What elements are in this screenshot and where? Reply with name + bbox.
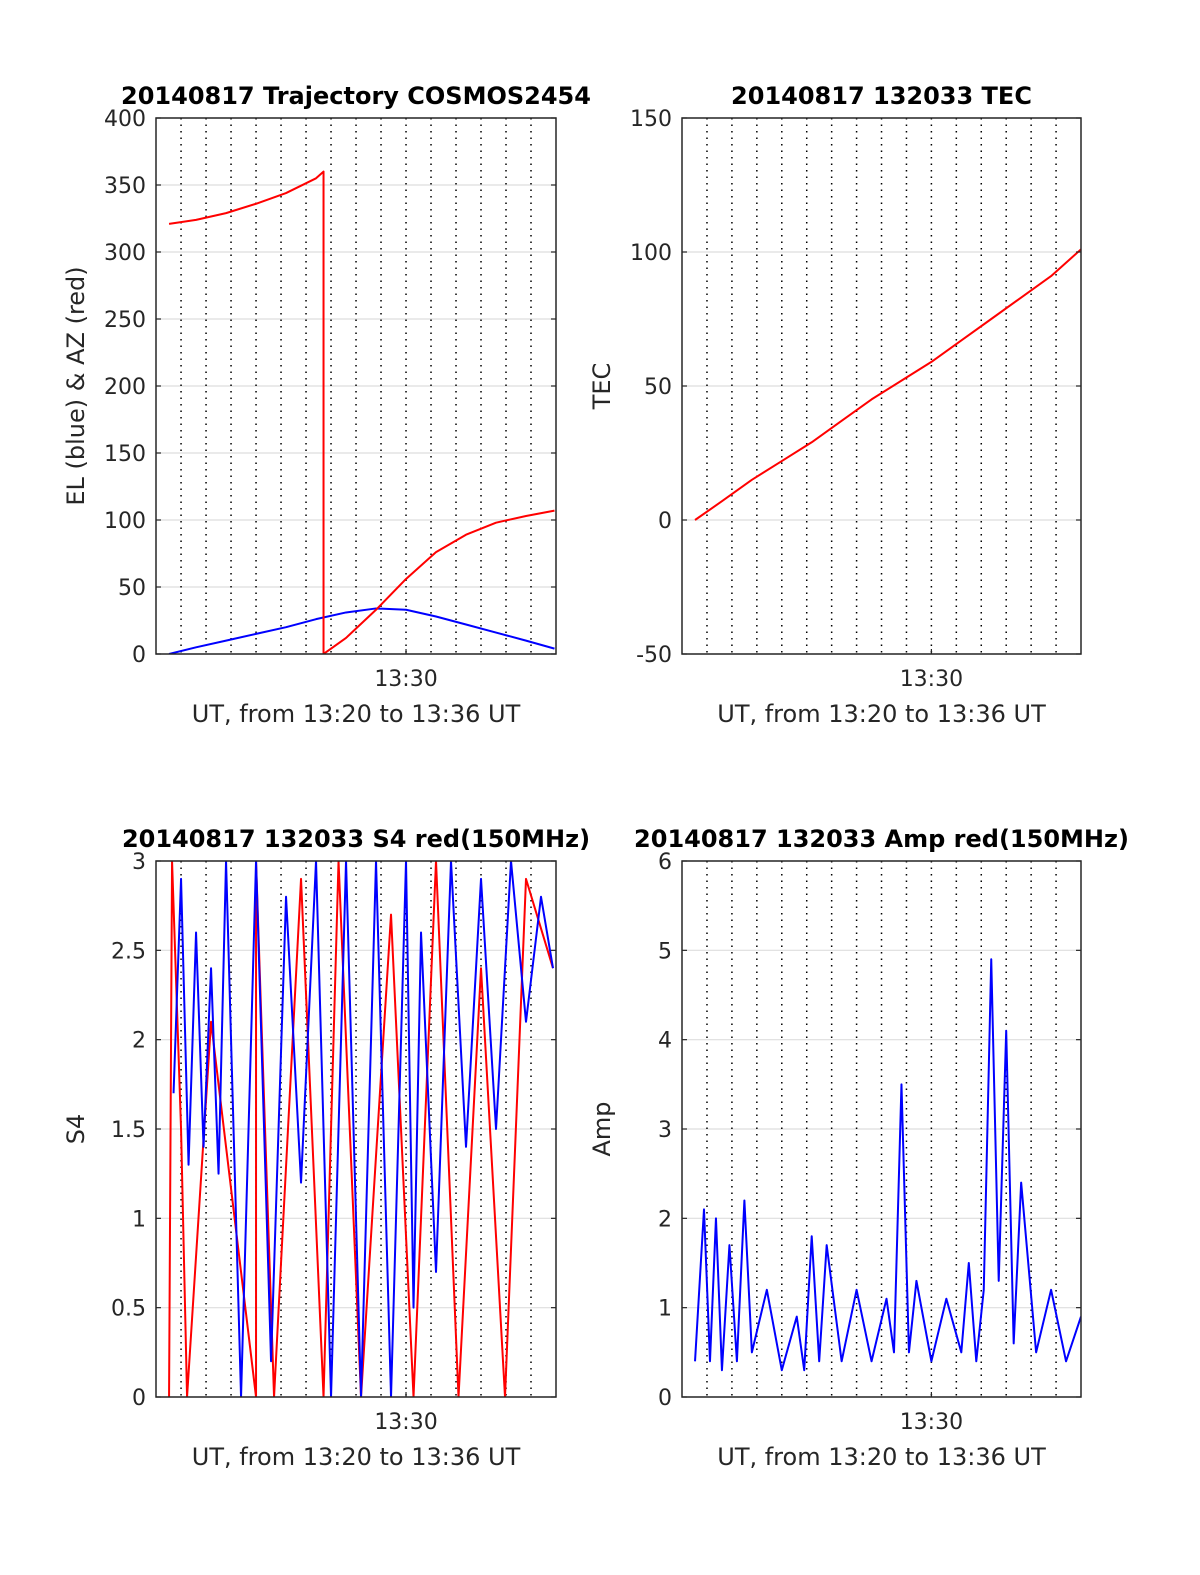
chart-title: 20140817 132033 TEC <box>731 82 1032 110</box>
y-tick-label: 6 <box>658 850 672 875</box>
y-tick-label: 200 <box>104 375 146 400</box>
chart-panel-amp: 0 1 2 3 4 5 6 13:30 20140817 132033 Amp red(150M… <box>588 825 1129 1471</box>
y-tick-label: 0 <box>132 643 146 668</box>
y-tick-label: 1 <box>132 1207 146 1232</box>
y-tick-label: 150 <box>630 107 672 132</box>
chart-title: 20140817 Trajectory COSMOS2454 <box>121 82 591 110</box>
y-axis-label: Amp <box>588 1101 616 1156</box>
y-tick-label: 2 <box>132 1029 146 1054</box>
chart-title: 20140817 132033 S4 red(150MHz) <box>122 825 590 853</box>
y-tick-label: 0.5 <box>111 1297 146 1322</box>
y-tick-label: 150 <box>104 442 146 467</box>
y-tick-label: 2 <box>658 1207 672 1232</box>
y-tick-label: 50 <box>644 375 672 400</box>
x-axis-label: UT, from 13:20 to 13:36 UT <box>717 700 1046 728</box>
x-axis-label: UT, from 13:20 to 13:36 UT <box>192 700 521 728</box>
series-line-0 <box>694 248 1081 521</box>
y-tick-label: 100 <box>630 241 672 266</box>
y-axis-label: S4 <box>62 1114 90 1145</box>
y-tick-label: 5 <box>658 939 672 964</box>
y-tick-label: 400 <box>104 107 146 132</box>
x-tick-label: 13:30 <box>900 1410 963 1435</box>
y-tick-label: -50 <box>636 643 672 668</box>
chart-panel-tec: -50 0 50 100 150 13:30 20140817 132033 TEC UT, … <box>588 82 1082 728</box>
y-tick-label: 3 <box>658 1118 672 1143</box>
y-tick-label: 250 <box>104 308 146 333</box>
x-axis-label: UT, from 13:20 to 13:36 UT <box>717 1443 1046 1471</box>
y-tick-label: 0 <box>658 509 672 534</box>
x-tick-label: 13:30 <box>374 1410 437 1435</box>
series-line-1 <box>168 170 555 654</box>
y-tick-label: 4 <box>658 1029 672 1054</box>
series-line-0 <box>168 607 555 654</box>
y-tick-label: 1.5 <box>111 1118 146 1143</box>
y-axis-label: TEC <box>588 363 616 411</box>
y-tick-label: 2.5 <box>111 939 146 964</box>
y-tick-label: 3 <box>132 850 146 875</box>
x-axis-label: UT, from 13:20 to 13:36 UT <box>192 1443 521 1471</box>
y-axis-label: EL (blue) & AZ (red) <box>62 266 90 505</box>
series-line-1 <box>172 861 554 1397</box>
y-tick-label: 100 <box>104 509 146 534</box>
y-tick-label: 0 <box>658 1386 672 1411</box>
y-tick-label: 0 <box>132 1386 146 1411</box>
series-line-0 <box>694 958 1081 1372</box>
x-tick-label: 13:30 <box>374 667 437 692</box>
y-tick-label: 350 <box>104 174 146 199</box>
chart-title: 20140817 132033 Amp red(150MHz) <box>634 825 1129 853</box>
y-tick-label: 300 <box>104 241 146 266</box>
series-line-0 <box>168 861 554 1397</box>
chart-panel-trajectory: 0 50 100 150 200 250 300 350 400 13:30 20140817 Tr… <box>62 82 591 728</box>
x-tick-label: 13:30 <box>900 667 963 692</box>
y-tick-label: 50 <box>118 576 146 601</box>
chart-panel-s4: 0 0.5 1 1.5 2 2.5 3 13:30 20140817 132033 S4 red… <box>62 825 590 1471</box>
y-tick-label: 1 <box>658 1297 672 1322</box>
